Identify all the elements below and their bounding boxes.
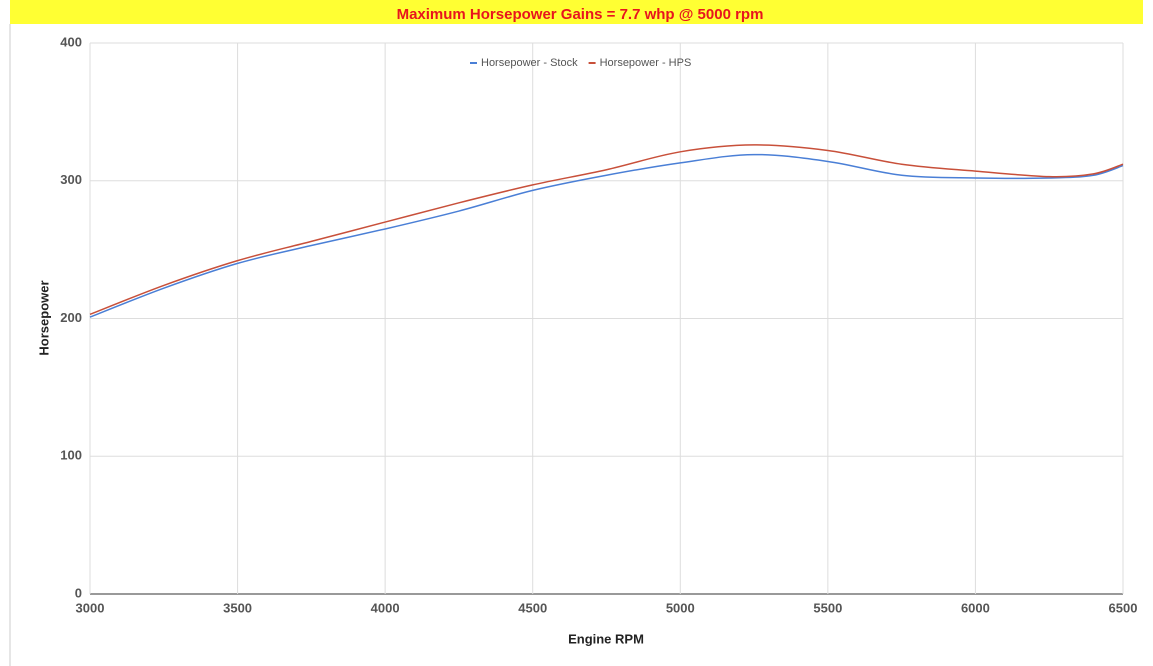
y-tick-label: 100 [60, 448, 82, 463]
y-tick-label: 200 [60, 310, 82, 325]
x-tick-label: 6000 [961, 600, 990, 615]
x-tick-label: 6500 [1109, 600, 1138, 615]
y-tick-label: 400 [60, 34, 82, 49]
y-tick-label: 300 [60, 172, 82, 187]
x-tick-label: 5500 [813, 600, 842, 615]
y-tick-label: 0 [75, 585, 82, 600]
legend-label: Horsepower - Stock [481, 57, 578, 69]
x-tick-label: 3500 [223, 600, 252, 615]
series-line [89, 144, 1124, 316]
x-tick-label: 4500 [518, 600, 547, 615]
x-tick-label: 5000 [666, 600, 695, 615]
series-line [89, 153, 1124, 318]
chart-title: Maximum Horsepower Gains = 7.7 whp @ 500… [397, 6, 764, 23]
x-tick-label: 3000 [76, 600, 105, 615]
legend-label: Horsepower - HPS [600, 57, 692, 69]
y-axis-title: Horsepower [36, 280, 51, 355]
x-axis-title: Engine RPM [568, 631, 644, 646]
title-banner [10, 0, 1143, 24]
x-tick-label: 4000 [371, 600, 400, 615]
